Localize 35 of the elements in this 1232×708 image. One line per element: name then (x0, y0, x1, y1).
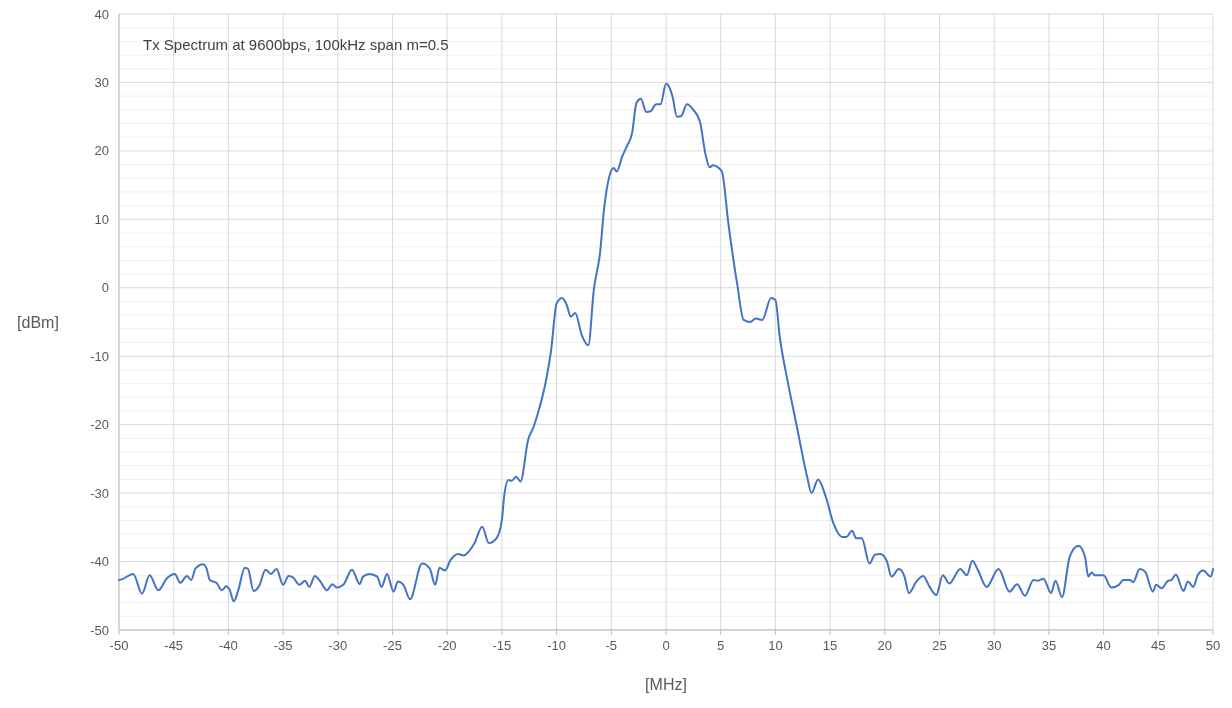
y-tick-label: -40 (90, 554, 109, 570)
text: Tx Spectrum at 9600bps, 100kHz span m=0.5 (143, 36, 449, 53)
y-axis-title: [dBm] (17, 313, 59, 331)
x-tick-label: -30 (328, 638, 348, 653)
y-tick-label: 10 (94, 211, 109, 227)
y-tick-label: 0 (101, 280, 109, 296)
y-tick-label: 20 (94, 143, 109, 159)
x-tick-label: -45 (164, 638, 184, 653)
x-tick-label: 10 (768, 638, 783, 653)
x-tick-label: 45 (1151, 638, 1166, 653)
x-axis-title: [MHz] (645, 676, 687, 693)
x-tick-label: 0 (662, 638, 670, 653)
x-tick-label: 25 (932, 638, 947, 653)
x-tick-label: -25 (383, 638, 402, 653)
x-tick-label: -35 (273, 638, 293, 653)
x-tick-label: 50 (1205, 638, 1221, 653)
y-tick-label: -10 (90, 348, 109, 364)
x-tick-label: 30 (986, 638, 1002, 653)
line-series (118, 82, 1214, 603)
x-tick-label: -40 (219, 638, 238, 653)
x-tick-label: 40 (1096, 638, 1111, 653)
y-tick-label: 40 (94, 6, 109, 22)
x-tick-label: -15 (492, 638, 512, 653)
x-tick-label: 35 (1041, 638, 1057, 653)
x-tick-label: -20 (437, 638, 457, 653)
y-tick-label: -20 (90, 417, 109, 433)
x-tick-label: -5 (605, 638, 618, 653)
y-tick-label: -50 (90, 622, 109, 638)
x-tick-label: 5 (717, 638, 725, 653)
x-tick-label: -10 (547, 638, 566, 653)
y-tick-label: -30 (90, 485, 109, 501)
x-tick-label: 15 (822, 638, 838, 653)
x-tick-label: 20 (877, 638, 893, 653)
y-tick-label: 30 (94, 74, 109, 90)
x-tick-label: -50 (109, 638, 129, 653)
